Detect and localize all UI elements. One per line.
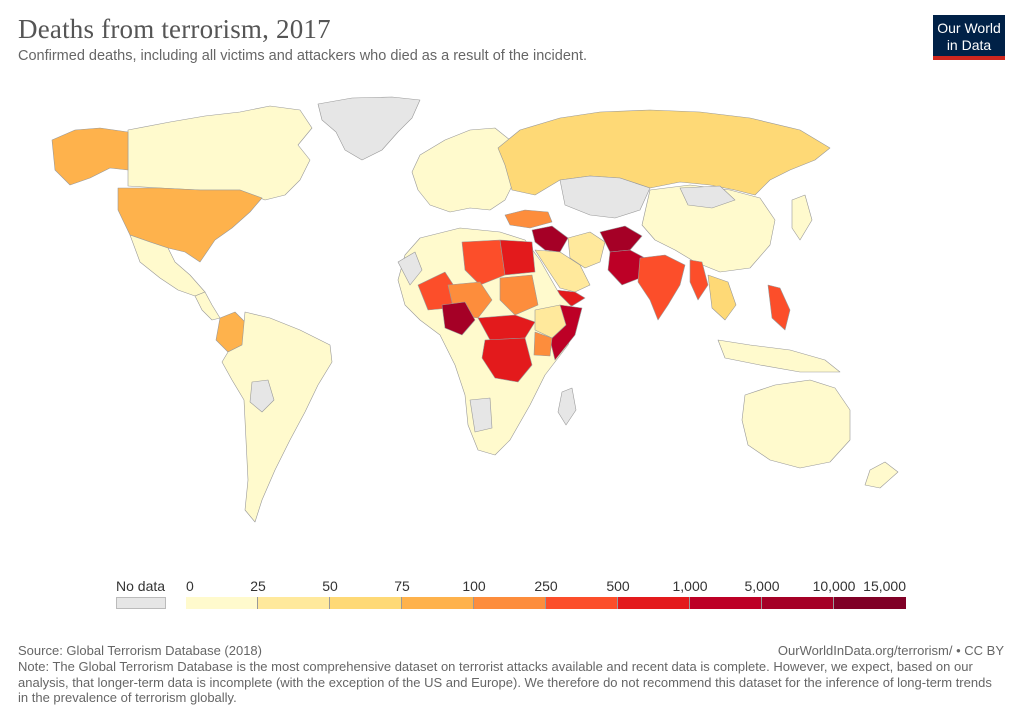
region-dr-congo[interactable] [481, 337, 533, 383]
legend-tick-label: 100 [462, 578, 486, 594]
region-central-asia[interactable] [559, 175, 651, 219]
logo-line-1: Our World [937, 20, 1001, 36]
region-central-america[interactable] [194, 291, 221, 321]
legend-bin-3[interactable] [402, 597, 474, 609]
legend-bin-7[interactable] [690, 597, 762, 609]
region-central-african-republic[interactable] [477, 314, 536, 341]
region-madagascar[interactable] [557, 387, 577, 426]
region-egypt[interactable] [499, 239, 536, 276]
legend-bin-6[interactable] [618, 597, 690, 609]
world-map [51, 96, 899, 523]
region-south-america-nodata[interactable] [249, 379, 275, 413]
note-text: Note: The Global Terrorism Database is t… [18, 659, 992, 705]
region-southeast-asia[interactable] [707, 274, 737, 321]
region-canada[interactable] [127, 105, 313, 201]
chart-subtitle: Confirmed deaths, including all victims … [18, 48, 588, 64]
region-afghanistan[interactable] [599, 225, 643, 253]
region-new-zealand[interactable] [864, 461, 899, 489]
legend-tick-label: 50 [322, 578, 338, 594]
chart-title: Deaths from terrorism, 2017 [18, 14, 331, 44]
region-indonesia[interactable] [717, 339, 841, 373]
source-url[interactable]: OurWorldInData.org/terrorism/ • CC BY [777, 643, 1004, 658]
region-europe[interactable] [411, 127, 516, 213]
legend-bin-0[interactable] [186, 597, 258, 609]
legend-bin-4[interactable] [474, 597, 546, 609]
legend-tick-label: 1,000 [672, 578, 708, 594]
legend-bins [186, 597, 906, 609]
region-morocco[interactable] [397, 251, 423, 286]
legend-tick-label: 25 [250, 578, 266, 594]
region-alaska[interactable] [51, 127, 129, 186]
region-japan[interactable] [791, 194, 813, 241]
owid-logo[interactable]: Our World in Data [933, 15, 1005, 60]
legend-ticks: 0 25 50 75 100 250 500 1,000 5,000 10,000 15,000 [186, 578, 908, 596]
region-iran[interactable] [567, 231, 606, 269]
region-iraq-syria[interactable] [531, 225, 569, 253]
legend-nodata-swatch[interactable] [116, 597, 166, 609]
region-kenya[interactable] [533, 331, 553, 357]
region-russia[interactable] [497, 109, 831, 196]
region-philippines[interactable] [767, 284, 791, 331]
region-myanmar[interactable] [689, 259, 709, 301]
legend-bin-1[interactable] [258, 597, 330, 609]
region-libya[interactable] [461, 239, 506, 286]
legend-bin-5[interactable] [546, 597, 618, 609]
region-south-america[interactable] [221, 311, 333, 523]
region-somalia[interactable] [549, 304, 583, 361]
region-arabia[interactable] [534, 249, 591, 293]
legend-tick-label: 250 [534, 578, 558, 594]
legend-tick-label: 10,000 [812, 578, 856, 594]
legend-bin-9[interactable] [834, 597, 906, 609]
region-nigeria[interactable] [441, 301, 476, 336]
region-india[interactable] [637, 254, 686, 321]
legend-tick-label: 500 [606, 578, 630, 594]
region-turkey[interactable] [504, 209, 553, 229]
region-namibia[interactable] [469, 397, 493, 433]
region-greenland[interactable] [317, 96, 421, 161]
legend-bin-8[interactable] [762, 597, 834, 609]
legend-tick-label: 75 [394, 578, 410, 594]
region-sudan[interactable] [499, 274, 539, 316]
region-mongolia[interactable] [679, 185, 736, 209]
legend-bin-2[interactable] [330, 597, 402, 609]
legend-nodata-label: No data [116, 578, 166, 594]
source-text: Source: Global Terrorism Database (2018) [18, 643, 262, 658]
legend-tick-label: 5,000 [744, 578, 780, 594]
region-australia[interactable] [741, 379, 851, 469]
legend-tick-label: 15,000 [863, 578, 906, 594]
region-china[interactable] [641, 184, 776, 273]
logo-line-2: in Data [946, 37, 992, 53]
legend-tick-label: 0 [186, 578, 194, 594]
legend: No data 0 25 50 75 100 250 500 1,000 5,000 10,000… [0, 575, 1024, 615]
